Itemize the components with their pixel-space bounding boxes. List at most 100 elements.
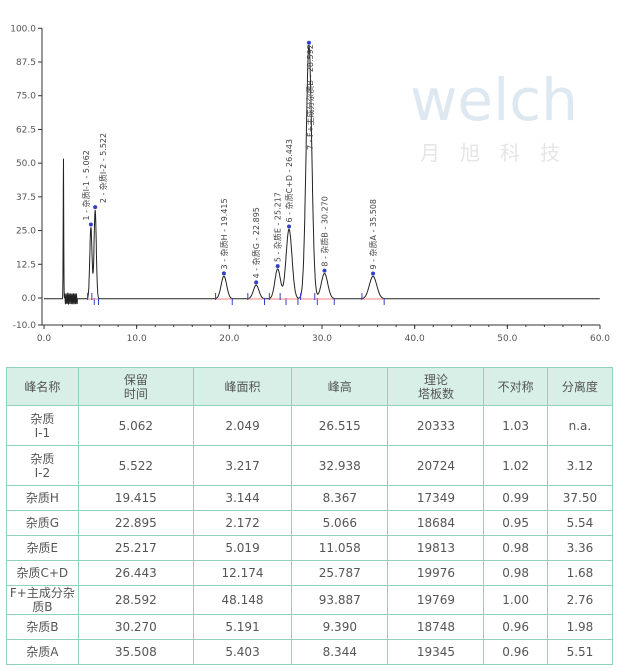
peak-apex-marker <box>254 280 259 285</box>
table-row: 杂质G 22.895 2.172 5.066 18684 0.95 5.54 <box>6 510 614 536</box>
x-tick-label: 0.0 <box>37 334 52 344</box>
table-cell: 25.217 <box>77 535 194 561</box>
table-cell: 28.592 <box>77 585 194 615</box>
svg-text:welch: welch <box>410 66 578 134</box>
y-tick-label: 75.0 <box>16 92 36 102</box>
watermark-logo: welch 月旭科技 <box>410 66 578 165</box>
table-cell: 20333 <box>387 405 485 446</box>
peak-label: 1 - 杂质I-1 - 5.062 <box>81 150 91 220</box>
table-cell: 3.12 <box>546 445 614 486</box>
peak-apex-marker <box>93 205 98 210</box>
peak-apex-marker <box>306 40 311 45</box>
chromatogram-trace <box>44 44 600 306</box>
y-tick-label: 0.0 <box>22 294 37 304</box>
table-row: 杂质H 19.415 3.144 8.367 17349 0.99 37.50 <box>6 485 614 511</box>
table-cell: 32.938 <box>291 445 389 486</box>
table-cell: 37.50 <box>546 485 614 511</box>
peak-label: 2 - 杂质I-2 - 5.522 <box>98 133 108 203</box>
table-cell: 5.062 <box>77 405 194 446</box>
table-cell: 1.02 <box>483 445 548 486</box>
x-tick-label: 50.0 <box>497 334 517 344</box>
table-cell: 2.172 <box>192 510 293 536</box>
column-header: 峰名称 <box>6 367 79 406</box>
peak-name-cell: F+主成分杂质B <box>6 585 79 615</box>
table-cell: 0.99 <box>483 485 548 511</box>
table-cell: 19976 <box>387 560 485 586</box>
table-cell: 2.76 <box>546 585 614 615</box>
table-cell: 35.508 <box>77 639 194 665</box>
column-header: 峰面积 <box>192 367 293 406</box>
table-cell: 30.270 <box>77 614 194 640</box>
table-cell: 8.367 <box>291 485 389 511</box>
table-cell: 11.058 <box>291 535 389 561</box>
table-row: 杂质E 25.217 5.019 11.058 19813 0.98 3.36 <box>6 535 614 561</box>
table-row: 杂质A 35.508 5.403 8.344 19345 0.96 5.51 <box>6 639 614 665</box>
x-tick-label: 10.0 <box>127 334 147 344</box>
peak-name-cell: 杂质C+D <box>6 560 79 586</box>
peak-apex-marker <box>371 271 376 276</box>
table-cell: n.a. <box>546 405 614 446</box>
peak-apex-marker <box>322 268 327 273</box>
peak-label: 8 - 杂质B - 30.270 <box>320 196 330 267</box>
peak-label: 3 - 杂质H - 19.415 <box>219 198 229 269</box>
peak-name-cell: 杂质H <box>6 485 79 511</box>
peak-name-cell: 杂质 I-2 <box>6 445 79 486</box>
peak-label: 6 - 杂质C+D - 26.443 <box>284 139 294 222</box>
peak-apex-marker <box>88 222 93 227</box>
table-cell: 18684 <box>387 510 485 536</box>
table-cell: 5.54 <box>546 510 614 536</box>
x-tick-label: 60.0 <box>590 334 610 344</box>
x-tick-label: 40.0 <box>405 334 425 344</box>
table-cell: 0.96 <box>483 639 548 665</box>
peak-name-cell: 杂质G <box>6 510 79 536</box>
table-cell: 19813 <box>387 535 485 561</box>
peak-apex-marker <box>275 264 280 269</box>
table-cell: 1.03 <box>483 405 548 446</box>
table-cell: 9.390 <box>291 614 389 640</box>
table-cell: 22.895 <box>77 510 194 536</box>
table-cell: 5.019 <box>192 535 293 561</box>
peak-label: 9 - 杂质A - 35.508 <box>368 199 378 270</box>
table-cell: 26.443 <box>77 560 194 586</box>
table-cell: 20724 <box>387 445 485 486</box>
table-cell: 5.51 <box>546 639 614 665</box>
peak-name-cell: 杂质B <box>6 614 79 640</box>
y-tick-label: 50.0 <box>16 159 36 169</box>
peak-apex-marker <box>287 224 292 229</box>
peak-name-cell: 杂质E <box>6 535 79 561</box>
table-cell: 93.887 <box>291 585 389 615</box>
x-tick-label: 30.0 <box>312 334 332 344</box>
table-cell: 5.066 <box>291 510 389 536</box>
table-cell: 3.144 <box>192 485 293 511</box>
table-cell: 5.522 <box>77 445 194 486</box>
table-cell: 1.00 <box>483 585 548 615</box>
y-tick-label: 12.5 <box>16 260 36 270</box>
table-row: 杂质 I-2 5.522 3.217 32.938 20724 1.02 3.12 <box>6 445 614 486</box>
y-tick-label: 87.5 <box>16 58 36 68</box>
table-cell: 25.787 <box>291 560 389 586</box>
table-row: F+主成分杂质B 28.592 48.148 93.887 19769 1.00 2.76 <box>6 585 614 615</box>
table-cell: 3.217 <box>192 445 293 486</box>
table-cell: 5.191 <box>192 614 293 640</box>
peak-name-cell: 杂质 I-1 <box>6 405 79 446</box>
peak-apex-marker <box>221 271 226 276</box>
table-cell: 5.403 <box>192 639 293 665</box>
column-header: 不对称 <box>483 367 548 406</box>
chromatogram-chart: welch 月旭科技 -10.00.012.525.037.550.062.57… <box>10 24 610 344</box>
table-cell: 0.95 <box>483 510 548 536</box>
table-cell: 19345 <box>387 639 485 665</box>
column-header: 峰高 <box>291 367 389 406</box>
y-tick-label: -10.0 <box>13 321 37 331</box>
table-cell: 1.98 <box>546 614 614 640</box>
table-cell: 2.049 <box>192 405 293 446</box>
table-row: 杂质 I-1 5.062 2.049 26.515 20333 1.03 n.a. <box>6 405 614 446</box>
table-cell: 8.344 <box>291 639 389 665</box>
peak-name-cell: 杂质A <box>6 639 79 665</box>
column-header: 保留 时间 <box>77 367 194 406</box>
table-cell: 1.68 <box>546 560 614 586</box>
peak-label: 4 - 杂质G - 22.895 <box>251 207 261 278</box>
column-header: 理论 塔板数 <box>387 367 485 406</box>
peak-label: 7 - F+主成分杂质B - 28.592 <box>305 44 315 150</box>
x-tick-label: 20.0 <box>219 334 239 344</box>
column-header: 分离度 <box>546 367 614 406</box>
